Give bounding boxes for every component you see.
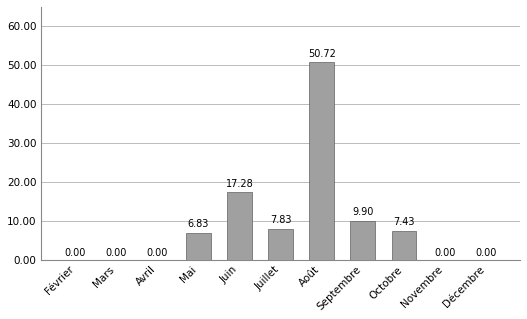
Bar — [350, 221, 375, 260]
Text: 7.83: 7.83 — [270, 215, 291, 225]
Bar — [227, 192, 252, 260]
Text: 0.00: 0.00 — [147, 248, 168, 258]
Text: 9.90: 9.90 — [352, 207, 374, 217]
Text: 0.00: 0.00 — [106, 248, 127, 258]
Text: 0.00: 0.00 — [475, 248, 496, 258]
Text: 7.43: 7.43 — [393, 217, 415, 227]
Bar — [309, 63, 334, 260]
Text: 50.72: 50.72 — [308, 48, 336, 59]
Text: 17.28: 17.28 — [226, 179, 253, 189]
Text: 6.83: 6.83 — [188, 219, 209, 229]
Bar — [392, 231, 416, 260]
Bar — [268, 229, 293, 260]
Text: 0.00: 0.00 — [65, 248, 86, 258]
Text: 0.00: 0.00 — [434, 248, 456, 258]
Bar — [186, 233, 211, 260]
